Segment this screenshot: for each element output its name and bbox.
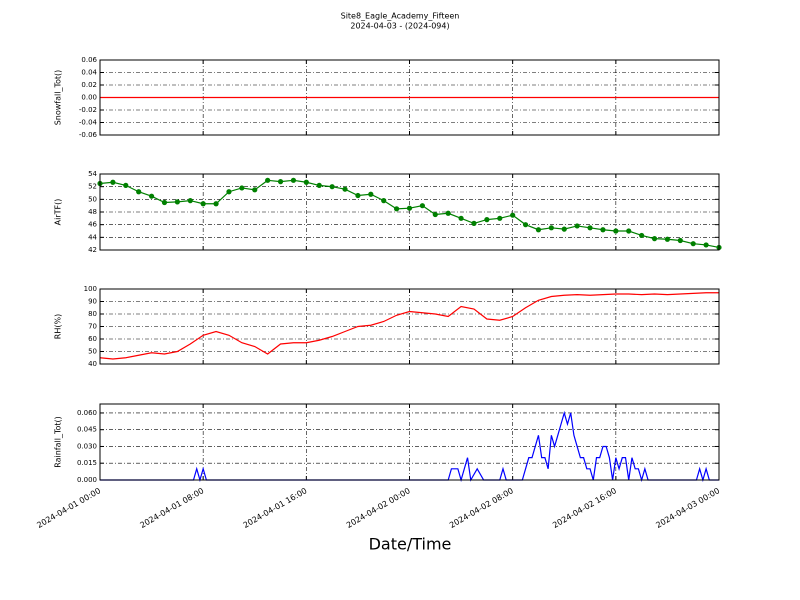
data-point — [613, 228, 619, 234]
data-point — [290, 177, 297, 183]
data-point — [226, 189, 232, 195]
data-line — [100, 410, 719, 483]
y-tick-label: 0.02 — [81, 81, 97, 89]
y-tick-label: 0.060 — [77, 409, 97, 417]
y-tick-label: 50 — [88, 348, 97, 356]
data-point — [239, 185, 245, 191]
data-point — [406, 205, 413, 211]
y-tick-label: 46 — [88, 221, 97, 229]
data-point — [277, 179, 284, 185]
data-point — [626, 228, 632, 234]
x-tick-label: 2024-04-01 16:00 — [242, 486, 309, 530]
y-tick-label: 54 — [88, 170, 97, 178]
y-axis-label: AirTF() — [54, 199, 63, 226]
data-point — [600, 227, 606, 233]
data-point — [342, 186, 348, 192]
data-point — [252, 187, 258, 193]
data-point — [458, 215, 464, 221]
y-tick-label: 60 — [88, 335, 97, 343]
y-tick-label: -0.06 — [79, 131, 98, 139]
x-tick-label: 2024-04-01 00:00 — [35, 486, 102, 530]
y-tick-label: 42 — [88, 246, 97, 254]
data-point — [703, 242, 709, 248]
data-point — [187, 198, 193, 204]
y-tick-label: 52 — [88, 183, 97, 191]
data-point — [587, 225, 593, 231]
data-point — [174, 199, 180, 205]
data-point — [136, 189, 142, 195]
data-point — [110, 179, 116, 185]
y-tick-label: 48 — [88, 208, 97, 216]
y-tick-label: 80 — [88, 310, 97, 318]
y-tick-label: 0.000 — [77, 476, 97, 484]
data-point — [522, 222, 529, 228]
y-axis-label: Snowfall_Tot() — [54, 70, 63, 126]
y-axis-label: RH(%) — [54, 314, 63, 339]
data-point — [123, 182, 129, 188]
data-point — [394, 206, 400, 212]
data-point — [651, 236, 658, 242]
data-point — [161, 199, 168, 206]
data-point — [548, 225, 554, 231]
y-tick-label: -0.02 — [79, 106, 97, 114]
y-tick-label: 50 — [88, 195, 97, 203]
y-tick-label: 44 — [88, 233, 97, 241]
y-axis-label: Rainfall_Tot() — [54, 416, 63, 468]
y-tick-label: 70 — [88, 323, 97, 331]
y-tick-label: 0.00 — [81, 94, 97, 102]
data-point — [445, 210, 451, 216]
data-point — [303, 179, 309, 185]
data-point — [355, 192, 361, 199]
x-axis-label: Date/Time — [369, 535, 452, 554]
data-point — [316, 182, 322, 188]
y-tick-label: 40 — [88, 360, 97, 368]
plot-frame — [99, 59, 720, 136]
data-point — [471, 220, 477, 226]
y-tick-label: 90 — [88, 298, 97, 306]
data-point — [368, 191, 374, 197]
data-point — [432, 211, 438, 218]
plot-frame — [99, 288, 720, 365]
y-tick-label: 0.04 — [81, 69, 97, 77]
data-point — [148, 193, 155, 199]
x-tick-label: 2024-04-02 00:00 — [345, 486, 412, 530]
x-tick-label: 2024-04-02 08:00 — [448, 486, 515, 530]
y-tick-label: 0.045 — [77, 426, 97, 434]
data-point — [535, 227, 542, 233]
data-point — [419, 203, 425, 209]
data-point — [329, 184, 335, 190]
x-tick-label: 2024-04-02 16:00 — [551, 486, 618, 530]
plot-frame — [99, 173, 720, 251]
x-tick-label: 2024-04-01 08:00 — [138, 486, 205, 530]
plot-frame — [99, 403, 720, 481]
data-point — [677, 237, 683, 244]
data-point — [484, 217, 490, 223]
data-point — [510, 212, 516, 218]
data-point — [690, 241, 696, 247]
data-point — [664, 236, 671, 242]
data-line — [99, 292, 719, 360]
data-point — [200, 201, 206, 207]
y-tick-label: 0.030 — [77, 442, 97, 450]
data-point — [497, 215, 503, 221]
data-point — [574, 223, 580, 229]
data-point — [265, 177, 271, 183]
chart-title: Site8_Eagle_Academy_Fifteen — [341, 12, 460, 21]
y-tick-label: 0.06 — [81, 56, 97, 64]
data-point — [213, 201, 219, 207]
data-point — [381, 198, 387, 204]
data-point — [639, 232, 645, 239]
y-tick-label: -0.04 — [79, 119, 98, 127]
chart-subtitle: 2024-04-03 - (2024-094) — [350, 22, 449, 31]
x-tick-label: 2024-04-03 00:00 — [654, 486, 721, 530]
y-tick-label: 100 — [84, 285, 97, 293]
data-point — [561, 226, 567, 232]
y-tick-label: 0.015 — [77, 459, 97, 467]
